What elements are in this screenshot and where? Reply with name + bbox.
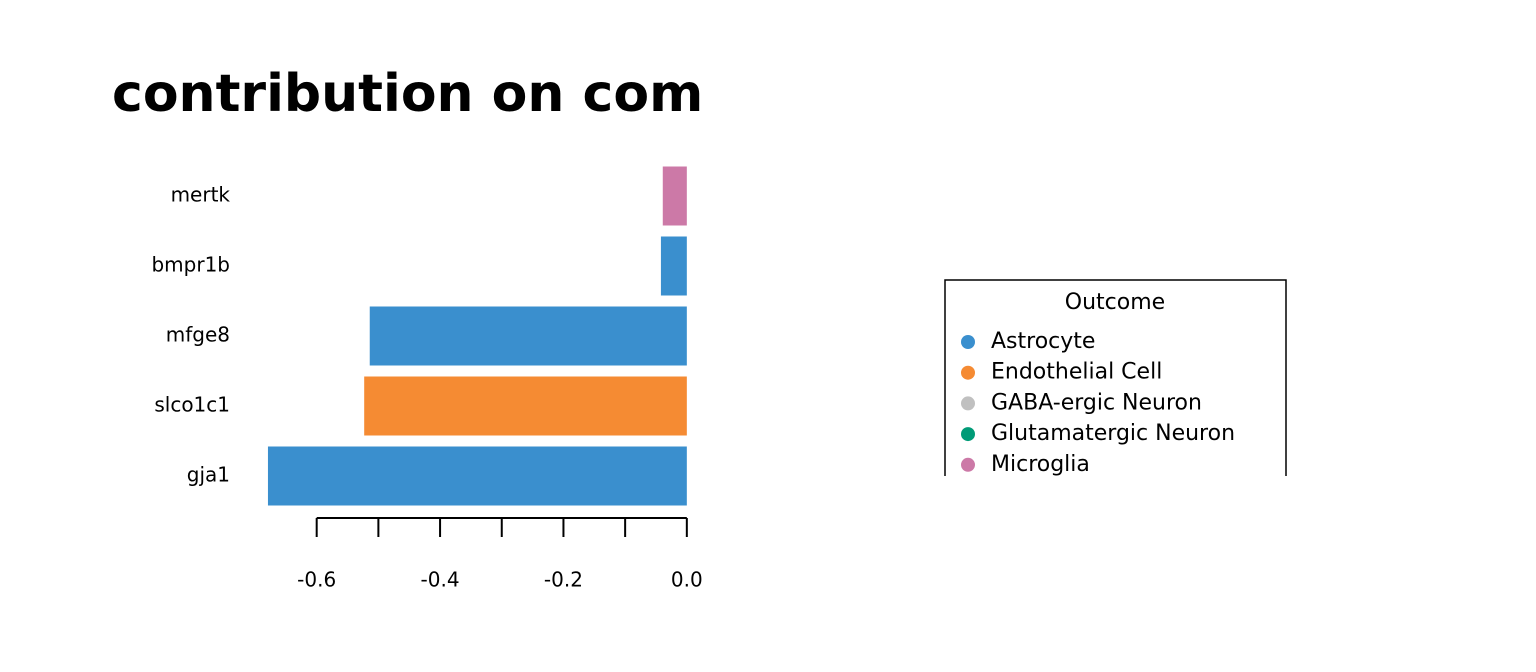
chart-title: contribution on com [112, 64, 703, 124]
legend-label: Glutamatergic Neuron [991, 421, 1235, 446]
legend-marker [961, 457, 975, 472]
legend-box [944, 279, 1287, 476]
y-tick-label: bmpr1b [151, 253, 230, 277]
x-tick-label: -0.6 [297, 568, 336, 592]
bar [364, 376, 687, 436]
bar [267, 446, 687, 506]
bar [369, 306, 687, 366]
y-tick-label: mertk [171, 183, 231, 207]
bar [662, 166, 687, 226]
legend-marker [961, 427, 975, 442]
legend-label: GABA-ergic Neuron [991, 390, 1202, 415]
legend-marker [961, 396, 975, 411]
bar [660, 236, 687, 296]
y-tick-label: mfge8 [166, 323, 230, 347]
legend-label: Astrocyte [991, 329, 1095, 354]
legend-marker [961, 335, 975, 349]
y-tick-label: slco1c1 [154, 393, 230, 417]
legend-marker [961, 365, 975, 380]
y-tick-label: gja1 [187, 463, 230, 487]
x-tick-label: -0.4 [421, 568, 460, 592]
x-tick-label: -0.2 [544, 568, 583, 592]
legend-label: Microglia [991, 452, 1090, 477]
legend-title: Outcome [1065, 290, 1165, 315]
legend-label: Endothelial Cell [991, 360, 1162, 385]
x-tick-label: 0.0 [671, 568, 703, 592]
